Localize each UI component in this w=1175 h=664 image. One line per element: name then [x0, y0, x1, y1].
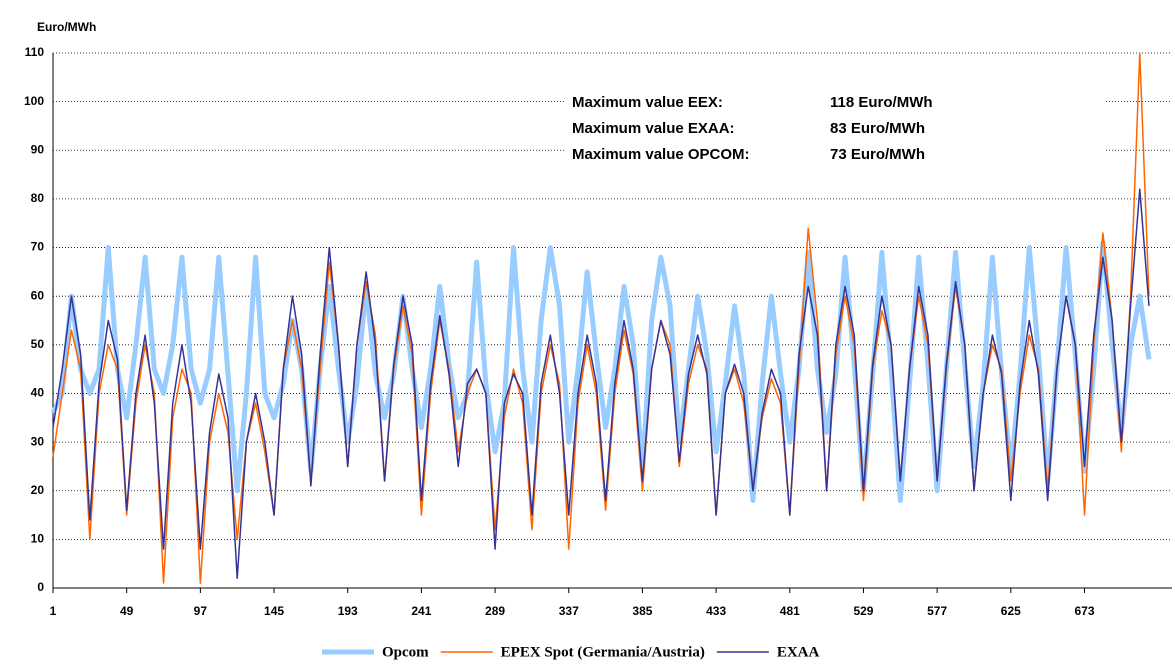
legend-label: EPEX Spot (Germania/Austria) — [501, 644, 705, 660]
y-tick-label: 40 — [31, 386, 45, 400]
annotation-label: Maximum value OPCOM: — [572, 146, 750, 163]
x-tick-label: 481 — [780, 604, 800, 618]
annotation-box — [565, 88, 1105, 168]
annotation-label: Maximum value EEX: — [572, 94, 723, 111]
x-tick-label: 1 — [50, 604, 57, 618]
x-tick-label: 577 — [927, 604, 947, 618]
x-tick-label: 289 — [485, 604, 505, 618]
y-tick-label: 70 — [31, 240, 45, 254]
y-tick-label: 110 — [25, 45, 45, 59]
y-tick-label: 30 — [31, 434, 45, 448]
y-tick-label: 0 — [37, 580, 44, 594]
y-tick-label: 10 — [31, 532, 45, 546]
y-tick-label: 60 — [31, 288, 45, 302]
x-tick-label: 145 — [264, 604, 284, 618]
y-axis-label: Euro/MWh — [37, 20, 96, 34]
x-tick-label: 385 — [632, 604, 652, 618]
annotation-value: 83 Euro/MWh — [830, 120, 925, 137]
y-tick-label: 20 — [31, 483, 45, 497]
series-line — [50, 240, 1152, 503]
x-tick-label: 97 — [194, 604, 208, 618]
x-tick-label: 193 — [338, 604, 358, 618]
x-tick-label: 337 — [559, 604, 579, 618]
legend-label: EXAA — [777, 644, 820, 660]
x-tick-label: 625 — [1001, 604, 1021, 618]
x-tick-label: 529 — [853, 604, 873, 618]
y-tick-label: 80 — [31, 191, 45, 205]
y-tick-label: 100 — [24, 94, 44, 108]
annotation-label: Maximum value EXAA: — [572, 120, 735, 137]
x-tick-label: 49 — [120, 604, 134, 618]
x-tick-label: 433 — [706, 604, 726, 618]
y-tick-label: 90 — [31, 142, 45, 156]
y-tick-label: 50 — [31, 337, 45, 351]
x-tick-label: 241 — [411, 604, 431, 618]
annotation-value: 73 Euro/MWh — [830, 146, 925, 163]
annotation-value: 118 Euro/MWh — [830, 94, 933, 111]
legend-label: Opcom — [382, 644, 429, 660]
series-line — [52, 188, 1150, 580]
x-tick-label: 673 — [1074, 604, 1094, 618]
